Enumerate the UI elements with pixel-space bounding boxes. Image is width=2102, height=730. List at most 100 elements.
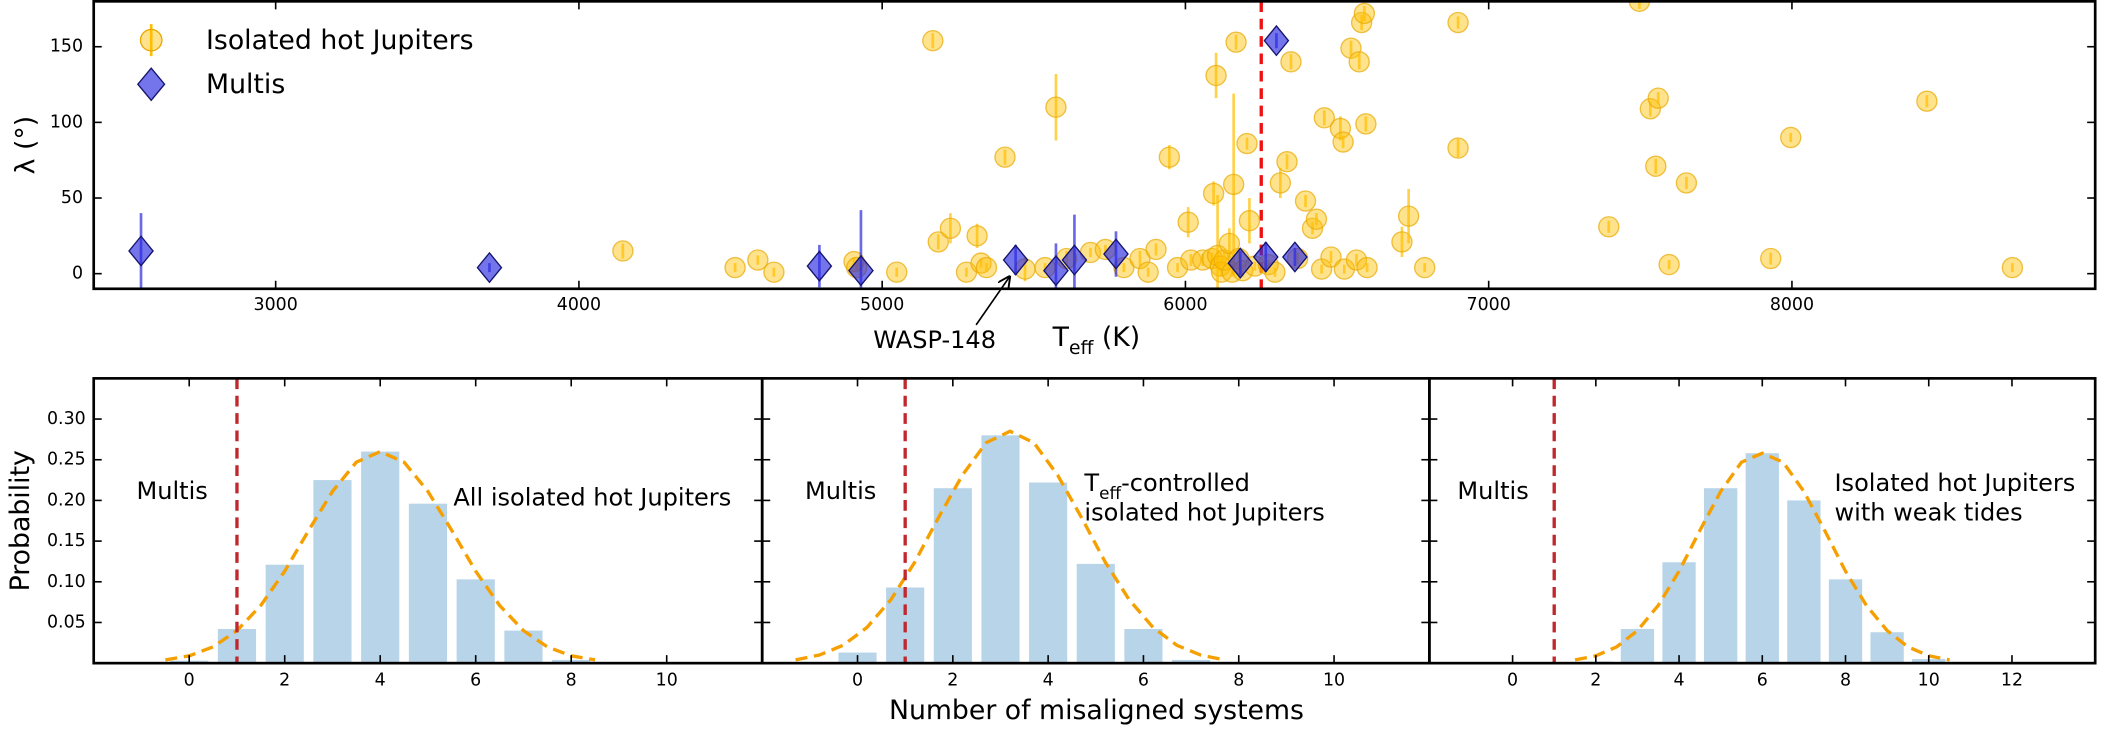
point (975, 256, 998, 279)
x-tick-label: 8 (1233, 671, 1244, 691)
bar (1620, 628, 1655, 664)
point (1355, 113, 1377, 135)
y-tick-label: 0.15 (47, 531, 86, 551)
point (1294, 190, 1317, 212)
point (927, 231, 949, 253)
point (1158, 146, 1181, 168)
x-tick-label: 10 (1323, 671, 1345, 691)
point (1313, 107, 1336, 129)
y-tick-label: 150 (50, 37, 83, 57)
point (1340, 37, 1362, 59)
bar (1172, 659, 1211, 664)
legend-marker (139, 28, 163, 52)
x-tick-label: 6 (470, 671, 481, 691)
annotation: Teff-controlled (1083, 469, 1249, 503)
text-part: T (1083, 469, 1099, 497)
bar (313, 480, 352, 664)
x-tick-label: 6 (1138, 671, 1149, 691)
annotation: Multis (805, 477, 876, 505)
point (1177, 211, 1199, 233)
x-tick-label: 2 (947, 671, 958, 691)
x-tick-label: 10 (656, 671, 678, 691)
point (1180, 249, 1202, 271)
point (1236, 132, 1258, 155)
y-tick-label: 0 (72, 264, 83, 284)
bar (981, 435, 1020, 664)
point (1205, 64, 1227, 87)
point (724, 256, 746, 279)
point (886, 261, 908, 283)
x-tick-label: 4 (1674, 671, 1685, 691)
y-tick-label: 0.25 (47, 450, 86, 470)
x-tick-label: 4000 (557, 295, 601, 315)
annotation-arrow (975, 277, 1009, 326)
legend-label: Isolated hot Jupiters (206, 25, 474, 56)
x-tick-label: 12 (2001, 671, 2023, 691)
point (1598, 216, 1620, 238)
text-part: -controlled (1121, 469, 1250, 497)
x-tick-label: 2 (1590, 671, 1601, 691)
annotation: Isolated hot Jupiters (1834, 469, 2075, 497)
bar (1704, 488, 1738, 664)
point (1345, 249, 1368, 271)
x-tick-label: 6000 (1163, 295, 1207, 315)
x-tick-label: 3000 (254, 295, 298, 315)
point (1447, 137, 1469, 159)
y-tick-label: 100 (50, 112, 83, 132)
y-axis-label: Probability (5, 450, 36, 591)
point (1225, 31, 1247, 53)
point (1356, 256, 1378, 279)
annotation: with weak tides (1834, 498, 2022, 526)
point (128, 235, 154, 267)
point (1002, 244, 1029, 276)
point (2001, 256, 2024, 279)
point (1263, 24, 1290, 57)
bar (1745, 453, 1779, 664)
bar (1029, 482, 1068, 664)
point (939, 217, 962, 239)
fit-curve (1574, 451, 1950, 662)
point (966, 225, 988, 247)
point (994, 146, 1016, 168)
point (1145, 238, 1167, 261)
bar (1828, 579, 1863, 664)
bar (1662, 562, 1696, 664)
point (1647, 87, 1669, 109)
point (1282, 241, 1308, 273)
y-tick-label: 0.05 (47, 612, 86, 632)
x-tick-label: 6 (1757, 671, 1768, 691)
bar (361, 451, 400, 664)
point (1414, 256, 1436, 279)
y-tick-label: 0.20 (47, 490, 86, 510)
point (612, 240, 634, 262)
y-tick-label: 0.30 (47, 409, 86, 429)
point (1103, 238, 1129, 270)
text-part: T (1052, 322, 1070, 353)
point (1202, 182, 1225, 205)
bar (504, 630, 543, 664)
point (1238, 210, 1261, 232)
subscript: eff (1099, 483, 1121, 503)
point (806, 250, 833, 282)
point (747, 249, 769, 271)
point (1222, 173, 1245, 196)
point (1397, 205, 1420, 227)
point (1227, 247, 1254, 279)
point (1658, 253, 1680, 276)
point (1760, 247, 1782, 270)
legend-marker (136, 67, 166, 102)
annotation: All isolated hot Jupiters (453, 484, 731, 512)
point (763, 261, 785, 283)
point (1780, 126, 1802, 149)
point (1305, 208, 1328, 230)
x-tick-label: 7000 (1467, 295, 1511, 315)
point (1332, 131, 1354, 153)
point (1320, 246, 1342, 268)
point (1137, 261, 1159, 283)
point (1391, 231, 1413, 253)
point (1276, 151, 1298, 173)
point (476, 251, 503, 284)
point (1043, 254, 1069, 287)
point (1916, 90, 1938, 112)
point (1628, 1, 1651, 13)
